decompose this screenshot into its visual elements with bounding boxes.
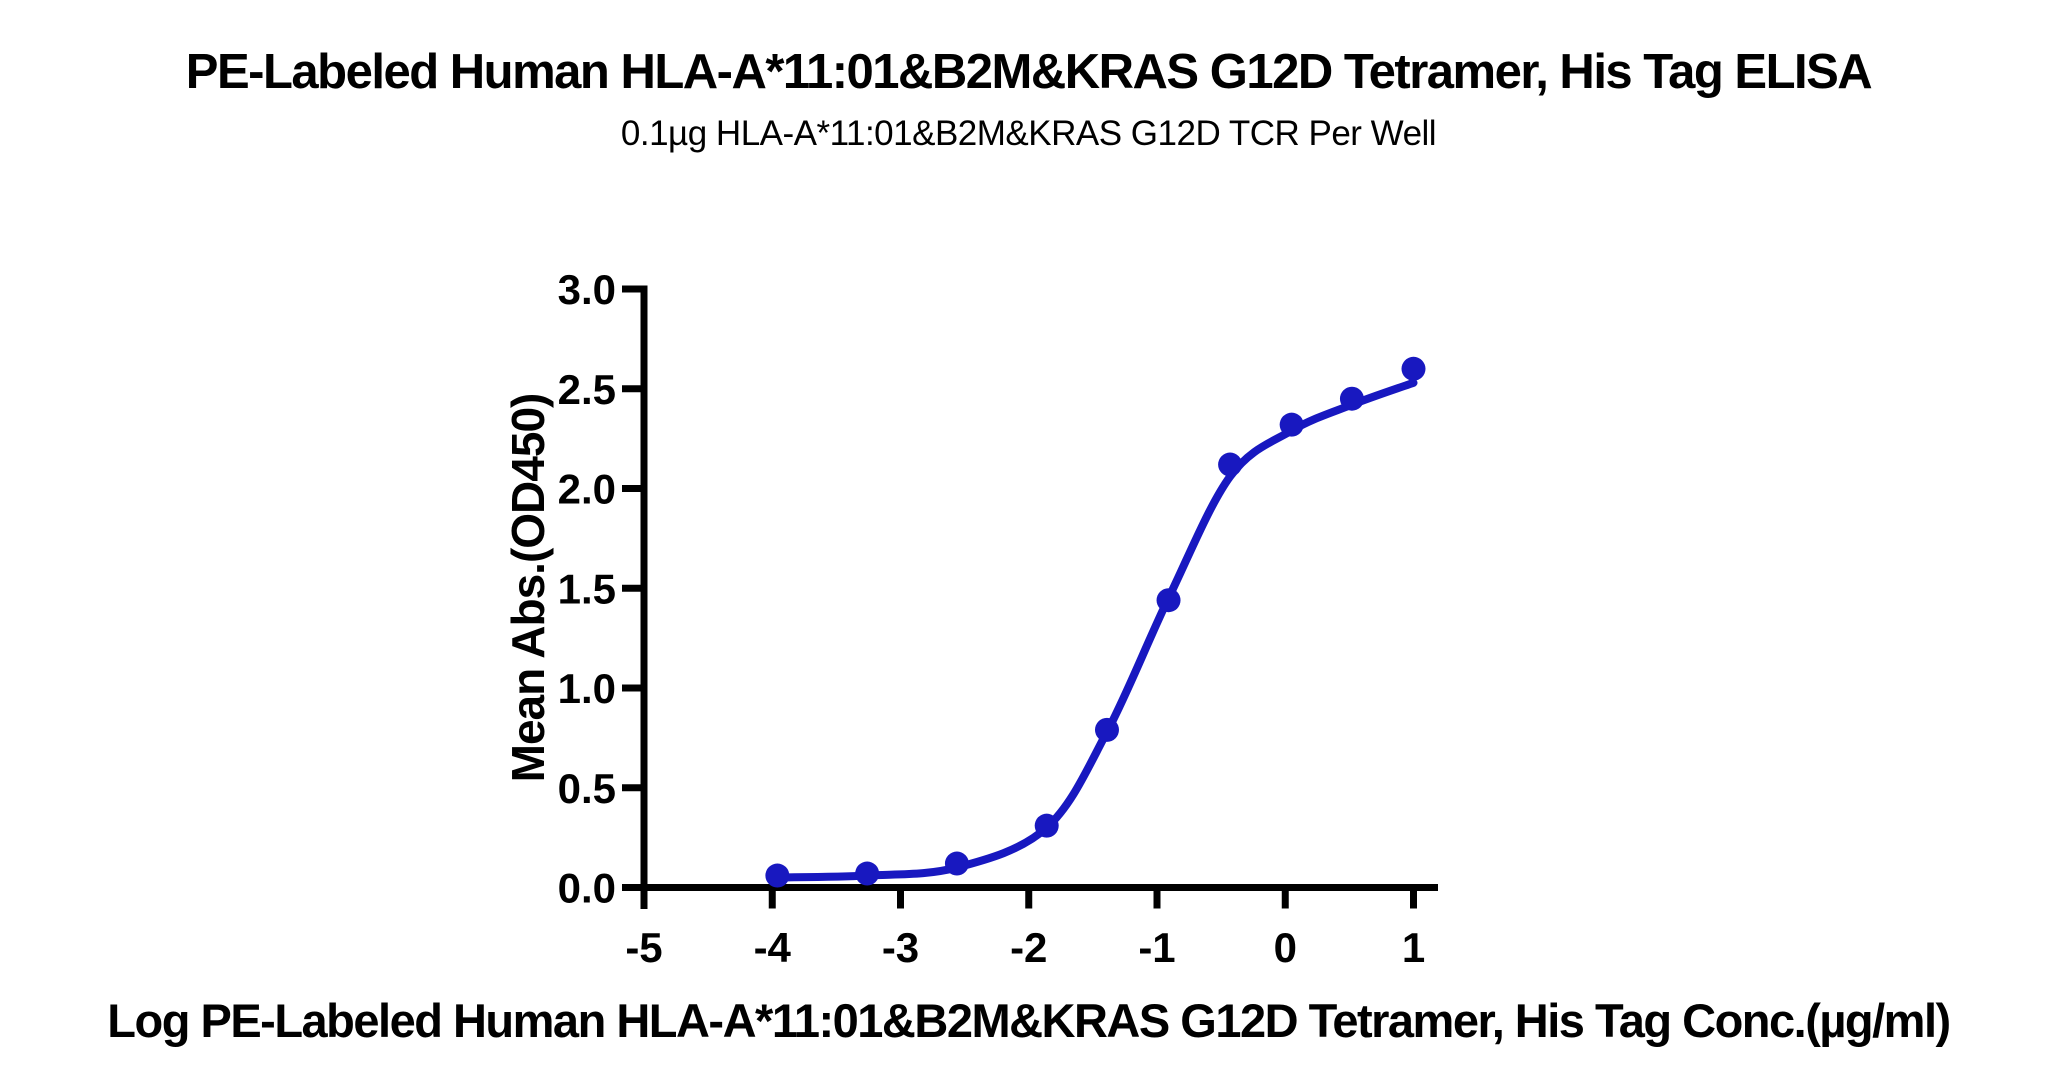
y-tick-label: 1.0 bbox=[558, 665, 616, 712]
x-tick-label: -5 bbox=[625, 924, 662, 971]
data-point bbox=[855, 861, 880, 886]
y-tick-label: 0.5 bbox=[558, 765, 616, 812]
x-tick-label: -1 bbox=[1138, 924, 1175, 971]
data-point bbox=[1218, 452, 1243, 477]
y-tick-label: 1.5 bbox=[558, 565, 616, 612]
y-tick-label: 2.5 bbox=[558, 366, 616, 413]
y-tick-label: 2.0 bbox=[558, 466, 616, 513]
chart-subtitle: 0.1µg HLA-A*11:01&B2M&KRAS G12D TCR Per … bbox=[620, 114, 1437, 153]
x-tick-label: 1 bbox=[1402, 924, 1425, 971]
data-point bbox=[1401, 356, 1426, 381]
fit-curve bbox=[773, 378, 1418, 882]
x-tick-label: -2 bbox=[1010, 924, 1047, 971]
data-point bbox=[1339, 386, 1364, 411]
data-point bbox=[944, 851, 969, 876]
data-point bbox=[1094, 717, 1119, 742]
x-tick-label: -4 bbox=[754, 924, 792, 971]
data-point bbox=[1034, 813, 1059, 838]
y-tick-label: 0.0 bbox=[558, 865, 616, 912]
data-point bbox=[1156, 588, 1181, 613]
x-tick-label: 0 bbox=[1274, 924, 1297, 971]
data-point bbox=[765, 863, 790, 888]
chart-title: PE-Labeled Human HLA-A*11:01&B2M&KRAS G1… bbox=[185, 45, 1873, 99]
data-point bbox=[1279, 412, 1304, 437]
x-axis-label: Log PE-Labeled Human HLA-A*11:01&B2M&KRA… bbox=[107, 994, 1951, 1047]
x-tick-label: -3 bbox=[882, 924, 919, 971]
y-tick-label: 3.0 bbox=[558, 266, 616, 313]
